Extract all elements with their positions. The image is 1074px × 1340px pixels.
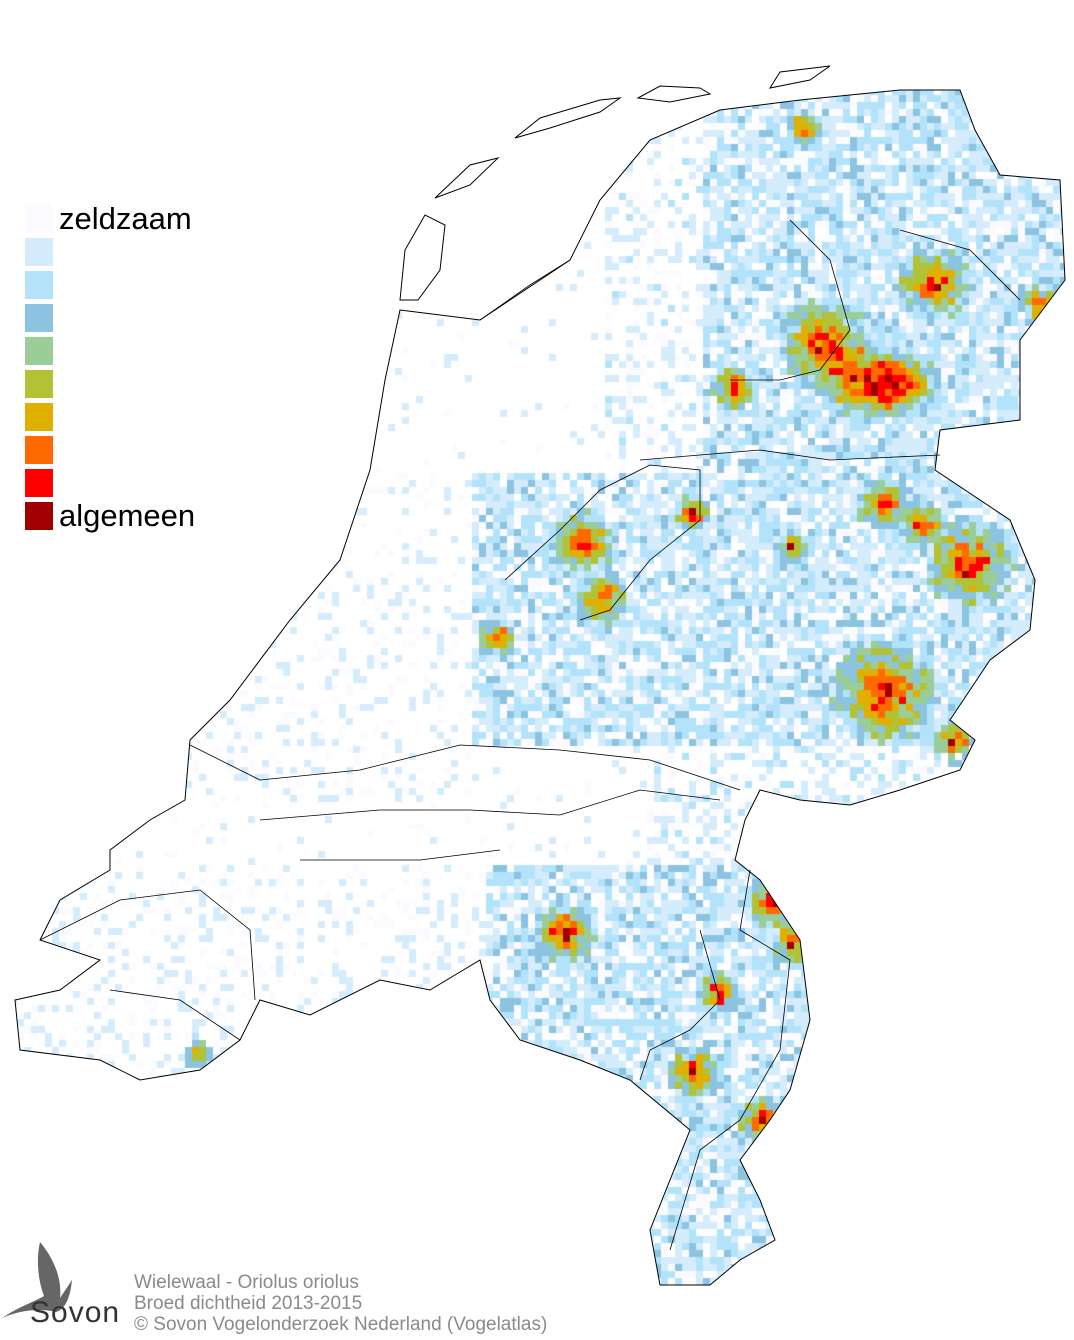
legend-swatch <box>25 469 53 497</box>
legend-swatch <box>25 502 53 530</box>
legend-swatch <box>25 436 53 464</box>
legend-swatch <box>25 337 53 365</box>
wadden-islands <box>399 65 831 301</box>
legend-swatch <box>25 403 53 431</box>
swallow-icon <box>2 1242 72 1318</box>
country-outline <box>14 89 1066 1286</box>
map-subtitle: Broed dichtheid 2013-2015 <box>134 1293 363 1314</box>
logo-text: Sovon <box>30 1296 121 1329</box>
flevoland-border <box>504 464 701 621</box>
legend-swatch <box>25 238 53 266</box>
legend-label: zeldzaam <box>59 201 192 236</box>
island-texel <box>399 214 446 301</box>
rivers <box>189 744 741 861</box>
legend-swatch <box>25 370 53 398</box>
legend-label: algemeen <box>59 498 196 533</box>
sovon-logo <box>2 1242 72 1318</box>
map-caption: Wielewaal - Oriolus oriolus Broed dichth… <box>134 1272 547 1335</box>
copyright: © Sovon Vogelonderzoek Nederland (Vogela… <box>134 1314 548 1335</box>
island-terschelling <box>514 97 622 139</box>
north-borders <box>639 219 1021 461</box>
zeeland-border <box>39 889 256 1041</box>
island-schiermonnikoog <box>768 65 831 89</box>
island-ameland <box>636 85 712 103</box>
island-vlieland <box>434 157 500 199</box>
limburg-border <box>639 869 791 1251</box>
province-borders <box>39 219 1021 1251</box>
legend-swatch <box>25 271 53 299</box>
species-name: Wielewaal - Oriolus oriolus <box>134 1272 359 1293</box>
legend-swatch <box>25 304 53 332</box>
legend-swatch <box>25 205 53 233</box>
afsluitdijk <box>479 259 571 321</box>
